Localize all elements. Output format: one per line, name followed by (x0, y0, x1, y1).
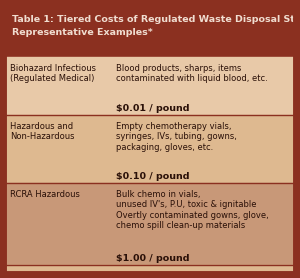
Bar (5, 265, 295, 278)
Text: $0.01 / pound: $0.01 / pound (116, 104, 189, 113)
Bar (5, 5, 295, 57)
Text: Biohazard Infectious
(Regulated Medical): Biohazard Infectious (Regulated Medical) (10, 64, 96, 83)
Bar (5, 115, 295, 183)
Text: Hazardous and
Non-Hazardous: Hazardous and Non-Hazardous (10, 122, 74, 142)
Bar (5, 183, 295, 265)
Text: RCRA Biohazardous: RCRA Biohazardous (10, 272, 92, 278)
Text: RCRA Hazardous: RCRA Hazardous (10, 190, 80, 199)
Text: Blood products, sharps, items
contaminated with liquid blood, etc.: Blood products, sharps, items contaminat… (116, 64, 268, 83)
Text: $0.10 / pound: $0.10 / pound (116, 172, 189, 181)
Text: $1.00 / pound: $1.00 / pound (116, 254, 189, 263)
Text: Empty chemotherapy vials,
syringes, IVs, tubing, gowns,
packaging, gloves, etc.: Empty chemotherapy vials, syringes, IVs,… (116, 122, 237, 152)
Bar (5, 57, 295, 115)
Text: Representative Examples*: Representative Examples* (12, 28, 153, 37)
Text: Bulk chemo in vials,
unused IV's, P.U, toxic & ignitable
Overtly contaminated go: Bulk chemo in vials, unused IV's, P.U, t… (116, 190, 268, 230)
Text: Table 1: Tiered Costs of Regulated Waste Disposal Streams:: Table 1: Tiered Costs of Regulated Waste… (12, 15, 300, 24)
